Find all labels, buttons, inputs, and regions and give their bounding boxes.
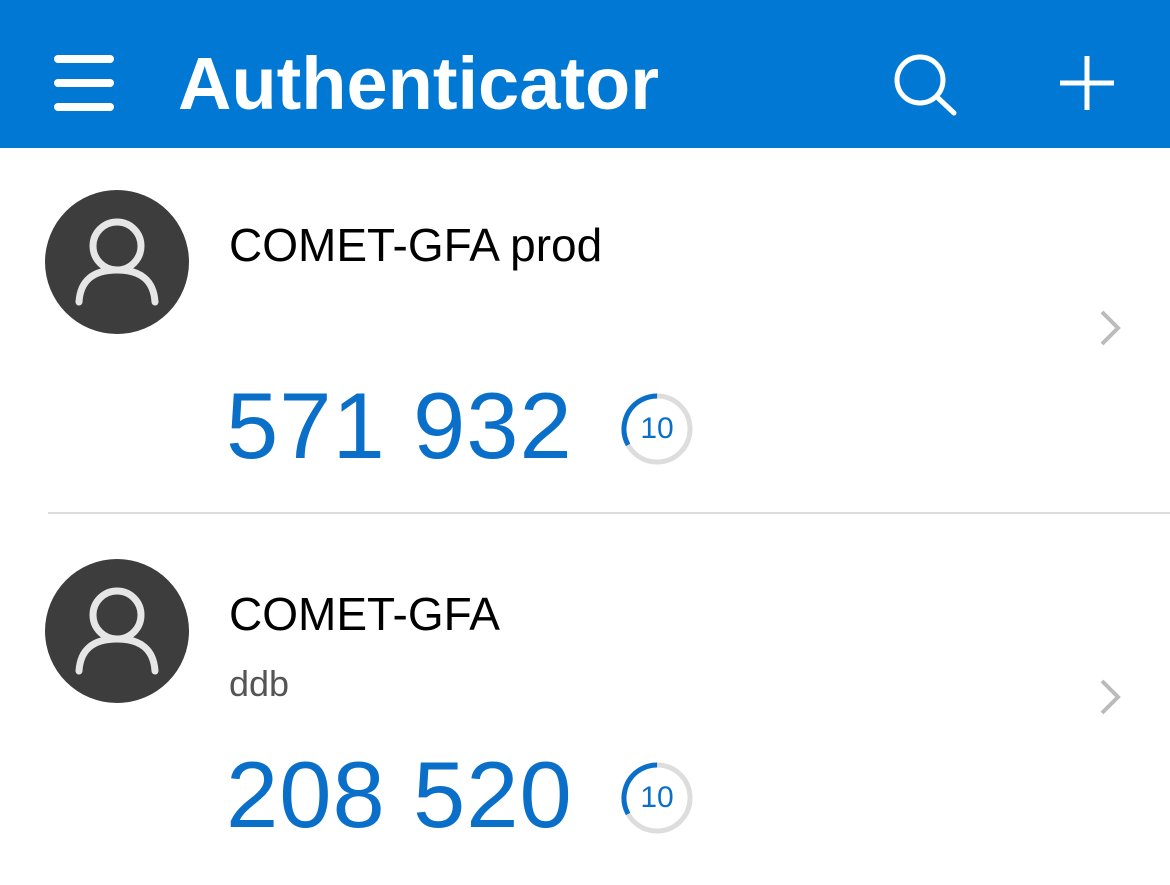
- user-icon: [75, 218, 159, 306]
- timer-seconds: 10: [640, 781, 674, 814]
- menu-button[interactable]: [54, 55, 114, 111]
- account-item[interactable]: COMET-GFA prod 571 932 10: [0, 148, 1170, 516]
- chevron-right-icon[interactable]: [1094, 677, 1124, 717]
- chevron-right-icon[interactable]: [1094, 308, 1124, 348]
- avatar: [45, 190, 189, 334]
- app-title: Authenticator: [178, 42, 659, 125]
- countdown-timer: 10: [620, 392, 694, 466]
- account-name: COMET-GFA: [229, 588, 500, 640]
- search-icon[interactable]: [890, 52, 960, 116]
- plus-icon[interactable]: [1058, 54, 1116, 112]
- timer-seconds: 10: [640, 412, 674, 445]
- divider: [48, 512, 1170, 514]
- account-subtitle: ddb: [229, 663, 290, 704]
- account-name: COMET-GFA prod: [229, 219, 603, 271]
- otp-code[interactable]: 208 520: [226, 742, 573, 847]
- avatar: [45, 559, 189, 703]
- app-header: Authenticator: [0, 0, 1170, 148]
- otp-code[interactable]: 571 932: [226, 373, 573, 478]
- user-icon: [75, 587, 159, 675]
- countdown-timer: 10: [620, 761, 694, 835]
- account-item[interactable]: COMET-GFA ddb 208 520 10: [0, 517, 1170, 885]
